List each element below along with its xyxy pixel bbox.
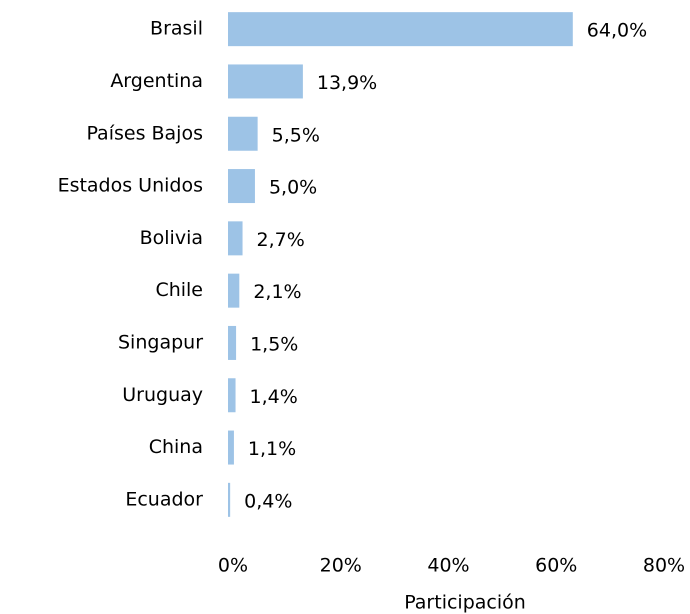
bar bbox=[228, 116, 258, 151]
bar bbox=[228, 273, 240, 308]
value-label: 13,9% bbox=[317, 72, 377, 94]
bar bbox=[228, 325, 237, 360]
y-tick-label: Chile bbox=[155, 279, 203, 301]
value-label: 1,1% bbox=[248, 438, 296, 460]
y-tick-label: Singapur bbox=[118, 331, 203, 353]
x-tick-label: 20% bbox=[320, 555, 362, 577]
value-label: 64,0% bbox=[587, 20, 647, 42]
bar bbox=[228, 12, 573, 47]
bar bbox=[228, 64, 303, 99]
y-tick-label: Ecuador bbox=[125, 488, 203, 510]
value-label: 5,0% bbox=[269, 177, 317, 199]
bar bbox=[228, 482, 231, 517]
value-label: 5,5% bbox=[272, 124, 320, 146]
x-tick-label: 60% bbox=[535, 555, 577, 577]
y-tick-label: Brasil bbox=[150, 18, 203, 40]
bar bbox=[228, 169, 255, 204]
y-tick-label: Estados Unidos bbox=[58, 175, 203, 197]
x-tick-label: 40% bbox=[427, 555, 469, 577]
bar bbox=[228, 378, 236, 413]
y-tick-label: Bolivia bbox=[140, 227, 203, 249]
x-axis-label: Participación bbox=[404, 592, 526, 614]
value-label: 1,5% bbox=[250, 333, 298, 355]
bar bbox=[228, 221, 243, 256]
y-tick-label: China bbox=[149, 436, 203, 458]
x-tick-label: 80% bbox=[643, 555, 685, 577]
x-tick-label: 0% bbox=[218, 555, 248, 577]
value-label: 0,4% bbox=[244, 490, 292, 512]
value-label: 2,1% bbox=[253, 281, 301, 303]
y-tick-label: Argentina bbox=[110, 70, 203, 92]
bar bbox=[228, 430, 234, 465]
y-tick-label: Países Bajos bbox=[86, 122, 203, 144]
y-tick-label: Uruguay bbox=[122, 384, 203, 406]
value-label: 1,4% bbox=[250, 386, 298, 408]
value-label: 2,7% bbox=[257, 229, 305, 251]
